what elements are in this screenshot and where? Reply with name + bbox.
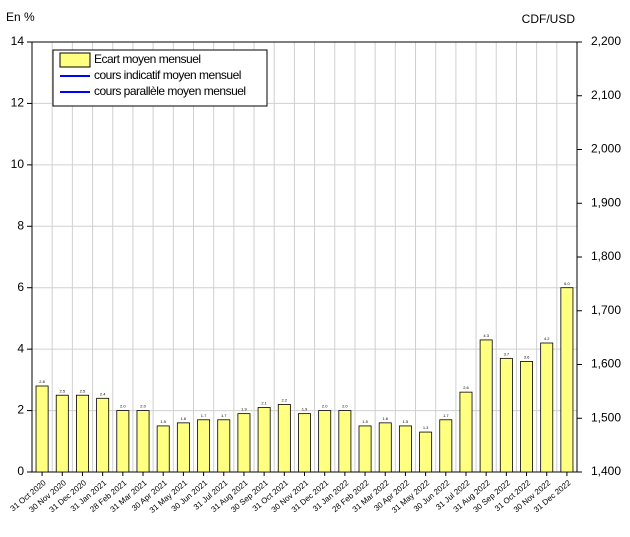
data-label: 2.0 <box>322 404 328 409</box>
data-label: 2.0 <box>140 404 146 409</box>
y-tick-label: 10 <box>11 157 25 171</box>
bar <box>318 410 332 473</box>
bar <box>237 413 251 473</box>
bar <box>419 431 433 473</box>
y2-tick-label: 1,700 <box>591 303 621 317</box>
bar <box>358 425 372 473</box>
bar <box>116 410 130 473</box>
bar <box>257 407 271 473</box>
data-label: 2.0 <box>342 404 348 409</box>
y2-tick-label: 2,200 <box>591 34 621 48</box>
data-label: 1.5 <box>160 419 166 424</box>
y-tick-label: 12 <box>11 96 25 110</box>
y-tick-label: 8 <box>17 218 24 232</box>
y2-tick-label: 1,800 <box>591 249 621 263</box>
y-tick-label: 14 <box>11 34 25 48</box>
data-label: 4.3 <box>483 333 489 338</box>
bar <box>560 287 574 473</box>
data-label: 2.4 <box>100 391 106 396</box>
data-label: 2.5 <box>80 388 86 393</box>
y-tick-label: 2 <box>17 403 24 417</box>
legend-label: cours parallèle moyen mensuel <box>94 84 246 98</box>
y2-tick-label: 1,500 <box>591 410 621 424</box>
bar <box>76 394 89 473</box>
legend-label: Ecart moyen mensuel <box>94 52 201 66</box>
data-label: 1.5 <box>362 419 368 424</box>
y-tick-label: 6 <box>17 280 24 294</box>
data-label: 1.7 <box>221 413 227 418</box>
bar <box>176 422 190 473</box>
data-label: 1.5 <box>403 419 409 424</box>
y-tick-label: 4 <box>17 341 24 355</box>
data-label: 6.0 <box>564 281 570 286</box>
data-label: 2.6 <box>463 385 469 390</box>
legend-label: cours indicatif moyen mensuel <box>94 68 241 82</box>
data-label: 1.9 <box>302 407 308 412</box>
data-label: 2.5 <box>59 388 65 393</box>
y2-tick-label: 2,000 <box>591 142 621 156</box>
data-label: 4.2 <box>544 336 550 341</box>
data-label: 1.7 <box>201 413 207 418</box>
bar <box>277 404 291 473</box>
legend-swatch <box>59 52 91 68</box>
bar <box>338 410 352 473</box>
bar <box>197 419 211 473</box>
bar <box>156 425 170 473</box>
y2-tick-label: 1,900 <box>591 195 621 209</box>
bar <box>55 394 69 473</box>
data-label: 3.7 <box>504 351 510 356</box>
data-label: 1.7 <box>443 413 449 418</box>
y2-axis-label: CDF/USD <box>522 12 576 26</box>
bar <box>459 391 473 473</box>
bar <box>439 419 453 473</box>
y2-tick-label: 1,400 <box>591 464 621 478</box>
bar <box>136 410 150 473</box>
bar <box>96 397 110 473</box>
data-label: 2.1 <box>261 401 267 406</box>
y-tick-label: 0 <box>17 464 24 478</box>
y2-tick-label: 1,600 <box>591 357 621 371</box>
bar <box>298 413 311 473</box>
bar <box>35 385 49 473</box>
bar <box>398 425 412 473</box>
data-label: 2.8 <box>39 379 45 384</box>
bar <box>217 419 231 473</box>
data-label: 2.0 <box>120 404 126 409</box>
data-label: 3.6 <box>524 354 530 359</box>
y-axis-label: En % <box>6 10 35 24</box>
data-label: 1.9 <box>241 407 247 412</box>
bar <box>520 361 533 473</box>
data-label: 1.6 <box>382 416 388 421</box>
y2-tick-label: 2,100 <box>591 88 621 102</box>
data-label: 1.3 <box>423 425 429 430</box>
data-label: 2.2 <box>282 397 288 402</box>
legend: Ecart moyen mensuel cours indicatif moyen… <box>52 49 268 107</box>
data-label: 1.6 <box>181 416 187 421</box>
bar <box>499 357 513 473</box>
bar <box>378 422 392 473</box>
bar <box>479 339 493 473</box>
bar <box>540 342 554 473</box>
